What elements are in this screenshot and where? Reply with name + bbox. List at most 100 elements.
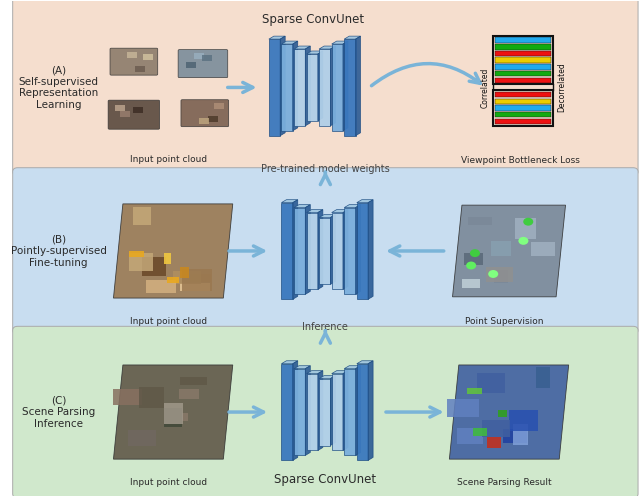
Polygon shape (282, 41, 298, 44)
Bar (164, 253, 172, 264)
Bar (182, 269, 212, 291)
Bar (180, 377, 207, 385)
Polygon shape (330, 215, 335, 284)
Bar (495, 58, 552, 63)
Polygon shape (269, 36, 285, 39)
Circle shape (518, 237, 529, 245)
Polygon shape (332, 371, 348, 374)
Bar (294, 369, 305, 455)
Text: Pre-trained model weights: Pre-trained model weights (261, 164, 390, 174)
Bar (483, 420, 510, 437)
Bar (332, 44, 343, 131)
Polygon shape (294, 205, 310, 208)
Bar (135, 66, 145, 72)
Bar (140, 387, 164, 408)
Bar (179, 389, 198, 399)
Bar (202, 55, 212, 61)
Bar (194, 53, 204, 59)
Polygon shape (332, 41, 348, 44)
Bar (356, 364, 368, 460)
Bar (495, 37, 552, 43)
Polygon shape (368, 361, 373, 460)
Polygon shape (305, 205, 310, 294)
FancyBboxPatch shape (110, 48, 157, 75)
Bar (129, 250, 145, 257)
Polygon shape (292, 361, 298, 460)
Circle shape (488, 270, 498, 278)
Bar (509, 410, 538, 431)
Polygon shape (355, 366, 360, 455)
Polygon shape (452, 205, 566, 297)
Circle shape (470, 249, 480, 257)
Text: Scene Parsing Result: Scene Parsing Result (457, 479, 552, 488)
Bar (493, 90, 554, 126)
Polygon shape (318, 371, 323, 450)
Bar (486, 267, 513, 282)
Bar (495, 64, 552, 70)
Bar (495, 78, 552, 83)
Polygon shape (307, 371, 323, 374)
Bar (531, 242, 555, 256)
Polygon shape (319, 215, 335, 218)
Polygon shape (449, 365, 569, 459)
Bar (146, 280, 175, 293)
Polygon shape (294, 366, 310, 369)
Bar (447, 399, 479, 417)
Bar (164, 403, 184, 424)
Polygon shape (305, 366, 310, 455)
Text: Decorrelated: Decorrelated (557, 63, 566, 112)
Bar (282, 203, 292, 299)
Polygon shape (113, 365, 233, 459)
Bar (495, 105, 552, 111)
Bar (344, 369, 355, 455)
Bar (502, 429, 527, 443)
Polygon shape (332, 210, 348, 213)
Bar (307, 213, 318, 289)
Polygon shape (356, 200, 373, 203)
Bar (199, 118, 209, 124)
Bar (127, 52, 137, 58)
Polygon shape (294, 46, 310, 49)
Bar (282, 44, 292, 131)
Bar (167, 277, 179, 283)
Polygon shape (282, 361, 298, 364)
Text: Input point cloud: Input point cloud (130, 479, 207, 488)
FancyBboxPatch shape (178, 50, 228, 78)
Polygon shape (368, 200, 373, 299)
Bar (115, 105, 125, 111)
Bar (495, 119, 552, 124)
Bar (113, 389, 142, 405)
Bar (180, 283, 211, 291)
Bar (495, 71, 552, 76)
Bar (164, 408, 182, 426)
Bar (495, 44, 552, 50)
Polygon shape (292, 41, 298, 131)
Polygon shape (355, 205, 360, 294)
Polygon shape (343, 210, 348, 289)
Bar (494, 269, 508, 283)
Bar (344, 39, 355, 136)
Bar (461, 279, 481, 288)
Text: Sparse ConvUnet: Sparse ConvUnet (275, 473, 376, 486)
Polygon shape (318, 51, 323, 121)
Polygon shape (319, 46, 335, 49)
Circle shape (466, 261, 476, 269)
Text: Correlated: Correlated (481, 67, 490, 108)
Bar (175, 413, 188, 421)
Bar (356, 203, 368, 299)
Polygon shape (344, 366, 360, 369)
Text: (C)
Scene Parsing
Inference: (C) Scene Parsing Inference (22, 396, 95, 428)
Bar (189, 274, 211, 282)
Bar (133, 107, 143, 113)
Polygon shape (344, 205, 360, 208)
Bar (208, 116, 218, 122)
Bar (282, 364, 292, 460)
Polygon shape (343, 371, 348, 450)
Bar (142, 257, 166, 276)
Bar (319, 49, 330, 126)
Polygon shape (113, 204, 233, 298)
Text: Viewpoint Bottleneck Loss: Viewpoint Bottleneck Loss (461, 156, 579, 166)
Polygon shape (319, 376, 335, 379)
Polygon shape (307, 51, 323, 54)
FancyBboxPatch shape (181, 100, 228, 127)
